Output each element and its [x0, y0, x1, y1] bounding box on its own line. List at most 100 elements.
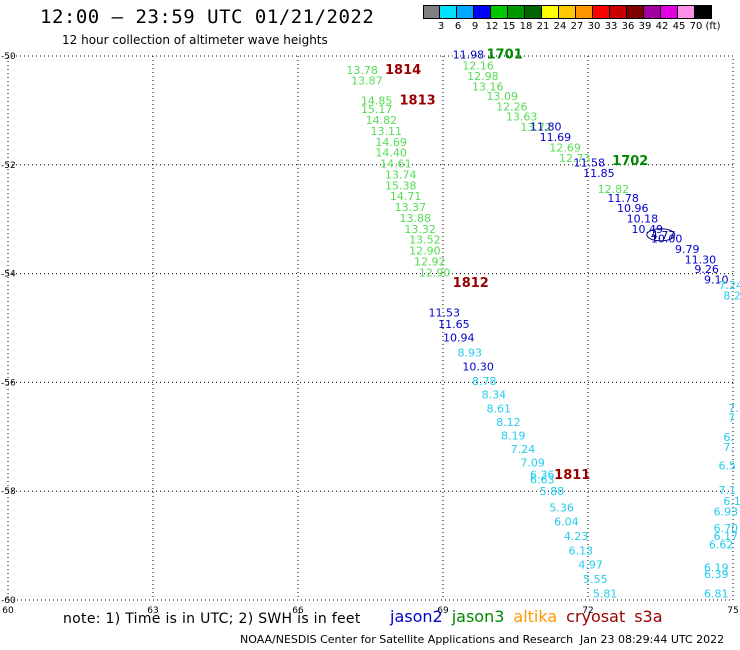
colorbar-label: 36	[621, 21, 635, 32]
y-tick-label: -52	[1, 161, 16, 171]
data-point-jason3: 13.11	[371, 125, 403, 138]
colorbar-label: 39	[638, 21, 652, 32]
chart-subtitle: 12 hour collection of altimeter wave hei…	[62, 33, 328, 47]
data-point-jason3: 15.17	[361, 103, 393, 116]
data-point-s3a: 6.39	[704, 568, 729, 581]
data-point-jason2: 10.30	[462, 360, 494, 373]
track-time-label: 1702	[612, 154, 648, 169]
colorbar-label: 18	[519, 21, 533, 32]
data-point-s3a: 5.88	[540, 485, 565, 498]
data-point-jason2: 11.69	[540, 131, 572, 144]
colorbar-swatch	[678, 5, 695, 19]
colorbar-swatch	[593, 5, 610, 19]
track-time-label: 1814	[385, 63, 421, 78]
data-point-jason2: 11.85	[583, 167, 615, 180]
data-point-jason3: 12.90	[409, 245, 441, 258]
colorbar-label: 27	[570, 21, 584, 32]
data-point-jason3: 14.85	[361, 94, 393, 107]
legend-entry: jason2	[390, 607, 443, 626]
data-point-jason3: 13.74	[385, 168, 417, 181]
colorbar-label: 12	[485, 21, 499, 32]
data-point-jason2: 11.98	[453, 49, 485, 62]
data-point-s3a: 5.55	[583, 573, 608, 586]
data-point-s3a: 8.93	[458, 346, 483, 359]
data-point-jason3: 12.90	[419, 266, 451, 279]
data-point-jason3: 13.16	[472, 80, 504, 93]
data-point-s3a: 6.04	[554, 515, 579, 528]
data-point-jason3: 13.87	[351, 74, 383, 87]
data-point-jason3: 13.63	[506, 111, 538, 124]
x-tick-label: 72	[582, 606, 593, 616]
colorbar-swatch	[423, 5, 440, 19]
data-point-s3a: 7.24	[719, 279, 740, 292]
legend-entry: jason3	[451, 607, 505, 626]
colorbar-swatch	[644, 5, 661, 19]
data-point-s3a: 7.24	[511, 443, 535, 456]
data-point-s3a: 5.36	[549, 501, 574, 514]
data-point-jason3: 12.69	[549, 142, 581, 155]
data-point-s3a: 6.63	[530, 474, 555, 487]
colorbar-label: 21	[536, 21, 550, 32]
x-tick-label: 66	[292, 606, 304, 616]
data-point-jason3: 14.82	[366, 114, 398, 127]
data-point-jason3: 13.37	[395, 201, 427, 214]
data-point-s3a: 6.17	[714, 530, 739, 543]
data-point-s3a: 6.70	[714, 522, 739, 535]
data-point-jason3: 12.92	[414, 255, 446, 268]
colorbar-label: 15	[502, 21, 516, 32]
data-point-s3a: 4.97	[578, 558, 603, 571]
data-point-jason2: 9.10	[704, 273, 729, 286]
data-point-jason2: 11.30	[685, 253, 717, 266]
data-point-s3a: 6.62	[709, 538, 734, 551]
data-point-jason3: 13.88	[400, 212, 432, 225]
colorbar-swatch	[440, 5, 457, 19]
data-point-s3a: 6.81	[704, 587, 729, 600]
data-point-s3a: 8.34	[482, 389, 507, 402]
colorbar-label: 30	[587, 21, 601, 32]
colorbar-swatch	[525, 5, 542, 19]
data-point-jason3: 14.40	[375, 147, 407, 160]
track-time-label: 1812	[453, 276, 489, 291]
colorbar-label: 33	[604, 21, 618, 32]
colorbar-label: 24	[553, 21, 567, 32]
legend-entry: altika	[513, 607, 558, 626]
track-time-label: 1811	[554, 468, 590, 483]
data-point-jason2: 11.78	[607, 192, 639, 205]
x-tick-label: 75	[727, 606, 738, 616]
y-tick-label: -54	[1, 270, 16, 280]
data-point-jason3: 12.82	[598, 183, 630, 196]
legend-entry: cryosat	[566, 607, 626, 626]
data-point-s3a: 8.2	[723, 290, 740, 303]
data-point-jason2: 10.49	[632, 223, 664, 236]
credit-text: NOAA/NESDIS Center for Satellite Applica…	[240, 633, 574, 646]
x-tick-label: 60	[2, 606, 14, 616]
colorbar-swatch	[559, 5, 576, 19]
data-point-s3a: 7.	[728, 402, 739, 415]
colorbar-label: 9	[471, 21, 479, 32]
data-point-jason2: 11.65	[438, 318, 470, 331]
colorbar-swatch	[474, 5, 491, 19]
footer-note: note: 1) Time is in UTC; 2) SWH is in fe…	[63, 611, 361, 627]
data-point-jason2: 10.96	[617, 202, 649, 215]
y-tick-label: -56	[1, 378, 16, 388]
y-tick-label: -60	[1, 596, 16, 606]
data-point-jason3: 13.09	[487, 90, 519, 103]
data-point-jason3: 13.72	[520, 121, 552, 134]
data-point-jason3: 13.32	[404, 223, 436, 236]
data-point-s3a: 7.	[723, 441, 734, 454]
data-point-s3a: 6.5	[719, 459, 737, 472]
colorbar-frame	[423, 5, 712, 19]
data-point-jason2: 11.80	[530, 121, 562, 134]
data-point-s3a: 6.93	[714, 506, 739, 519]
satellite-legend: jason2 jason3 altika cryosat s3a	[390, 607, 672, 626]
data-point-jason2: 11.53	[429, 307, 461, 320]
data-point-jason2: 9.26	[694, 263, 719, 276]
data-point-jason2: 11.58	[574, 156, 606, 169]
data-point-s3a: 6.	[723, 431, 734, 444]
colorbar-swatch	[627, 5, 644, 19]
data-point-jason3: 12.16	[462, 60, 494, 73]
data-point-jason3: 15.38	[385, 179, 417, 192]
annotation-loop	[646, 228, 676, 242]
data-point-s3a: 6.13	[569, 544, 594, 557]
